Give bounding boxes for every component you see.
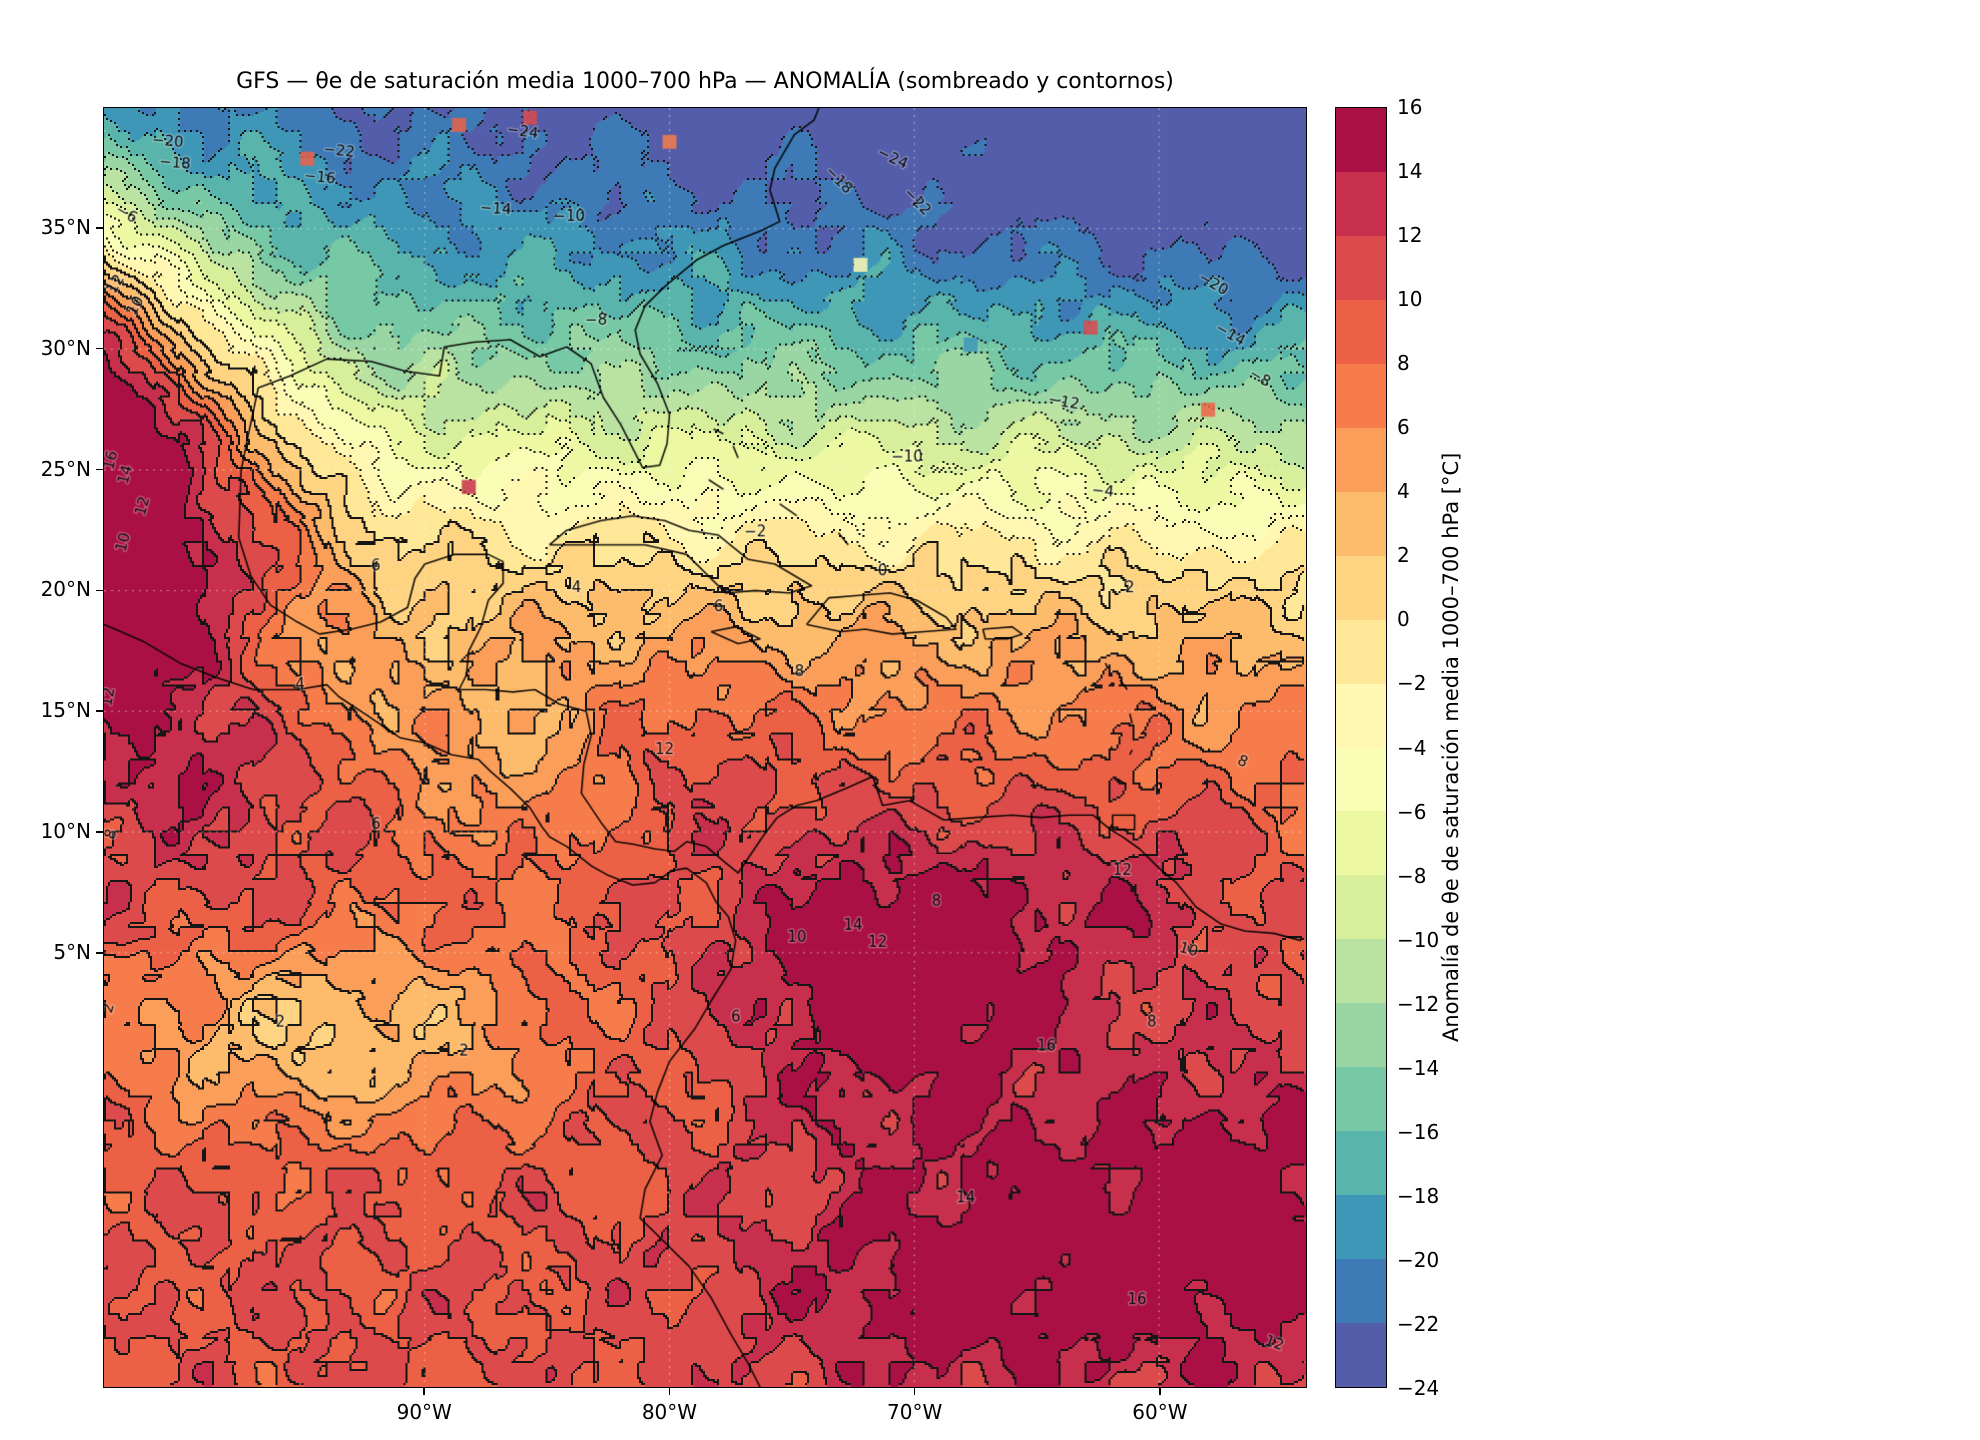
colorbar-tick-label: 16 (1397, 95, 1423, 119)
colorbar-swatch (1336, 555, 1386, 620)
colorbar-swatch (1336, 811, 1386, 876)
colorbar-swatch (1336, 619, 1386, 684)
colorbar-swatch (1336, 299, 1386, 364)
y-tick-label: 15°N (40, 698, 91, 723)
colorbar-tick-label: −16 (1397, 1119, 1440, 1144)
x-tick-mark (1159, 1388, 1161, 1395)
colorbar-tick-label: 12 (1397, 223, 1423, 248)
x-tick-mark (913, 1388, 916, 1395)
x-tick-label: 90°W (396, 1400, 452, 1424)
colorbar-tick-label: −6 (1397, 799, 1427, 824)
x-tick-mark (423, 1388, 425, 1395)
y-tick-mark (96, 468, 103, 471)
colorbar-tick-label: 8 (1397, 351, 1410, 376)
colorbar-tick-label: −24 (1397, 1376, 1440, 1400)
colorbar-tick-label: 4 (1397, 479, 1410, 504)
colorbar-swatch (1336, 747, 1386, 812)
colorbar-tick-label: 0 (1397, 607, 1410, 632)
y-tick-mark (96, 227, 103, 229)
y-tick-label: 25°N (40, 456, 91, 481)
colorbar-swatch (1336, 171, 1386, 236)
colorbar-tick-label: −14 (1397, 1055, 1440, 1080)
colorbar-tick-label: −22 (1397, 1311, 1440, 1336)
colorbar-tick-label: −18 (1397, 1183, 1440, 1208)
colorbar-swatch (1336, 1131, 1386, 1196)
colorbar-swatch (1336, 1195, 1386, 1260)
colorbar (1335, 107, 1387, 1388)
colorbar-swatch (1336, 491, 1386, 556)
map-plot (103, 107, 1307, 1388)
y-tick-mark (96, 831, 103, 833)
colorbar-swatch (1336, 1067, 1386, 1132)
y-tick-mark (96, 589, 103, 592)
colorbar-swatch (1336, 1323, 1386, 1388)
x-tick-label: 70°W (887, 1400, 943, 1424)
y-tick-label: 5°N (53, 939, 91, 964)
colorbar-tick-label: 6 (1397, 415, 1410, 440)
x-tick-mark (668, 1388, 671, 1395)
colorbar-swatch (1336, 875, 1386, 940)
y-tick-label: 35°N (40, 214, 91, 239)
x-tick-label: 80°W (641, 1400, 698, 1424)
y-tick-mark (96, 952, 103, 954)
y-tick-label: 30°N (40, 335, 91, 360)
colorbar-tick-label: 2 (1397, 543, 1410, 568)
y-tick-mark (96, 710, 103, 712)
colorbar-swatch (1336, 235, 1386, 300)
colorbar-swatch (1336, 683, 1386, 748)
x-tick-label: 60°W (1132, 1400, 1188, 1424)
colorbar-tick-label: −8 (1397, 863, 1427, 888)
colorbar-tick-label: −20 (1397, 1247, 1440, 1272)
colorbar-tick-label: 10 (1397, 287, 1423, 312)
plot-title: GFS — θe de saturación media 1000–700 hP… (236, 69, 1174, 94)
colorbar-tick-label: −12 (1397, 991, 1440, 1016)
colorbar-swatch (1336, 939, 1386, 1004)
colorbar-swatch (1336, 1003, 1386, 1068)
colorbar-swatch (1336, 1259, 1386, 1324)
colorbar-tick-label: −4 (1397, 735, 1427, 760)
colorbar-tick-label: −2 (1397, 671, 1427, 696)
colorbar-tick-label: −10 (1397, 927, 1440, 952)
colorbar-tick-label: 14 (1397, 159, 1423, 184)
colorbar-swatch (1336, 427, 1386, 492)
map-overlay-canvas (104, 108, 1306, 1387)
colorbar-swatch (1336, 363, 1386, 428)
colorbar-label: Anomalía de θe de saturación media 1000–… (1439, 452, 1463, 1043)
colorbar-swatch (1336, 108, 1386, 172)
y-tick-mark (96, 347, 103, 350)
y-tick-label: 10°N (40, 819, 91, 844)
y-tick-label: 20°N (40, 577, 91, 602)
